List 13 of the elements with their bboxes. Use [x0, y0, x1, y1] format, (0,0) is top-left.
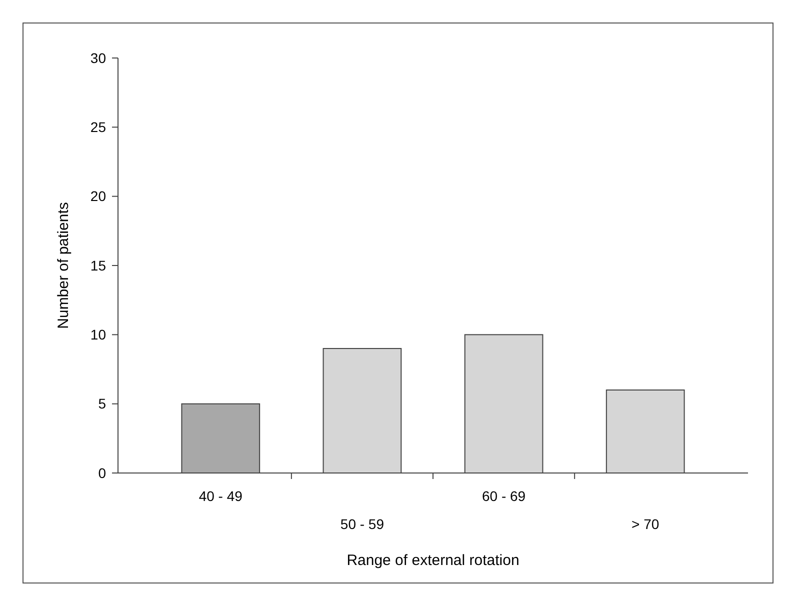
x-tick-label: 60 - 69: [482, 488, 526, 504]
y-tick-label: 25: [90, 119, 106, 136]
y-tick-label: 0: [98, 464, 106, 481]
x-tick-label: > 70: [632, 516, 660, 532]
y-tick-label: 10: [90, 326, 106, 343]
x-tick-label: 50 - 59: [340, 516, 384, 532]
x-axis-title: Range of external rotation: [346, 552, 520, 569]
y-tick-label: 20: [90, 188, 106, 204]
y-tick-label: 5: [98, 396, 106, 412]
x-tick-label: 40 - 49: [198, 488, 243, 504]
y-tick-label: 30: [90, 50, 106, 66]
y-axis-title: Number of patients: [55, 202, 72, 329]
y-tick-label: 15: [90, 257, 106, 274]
